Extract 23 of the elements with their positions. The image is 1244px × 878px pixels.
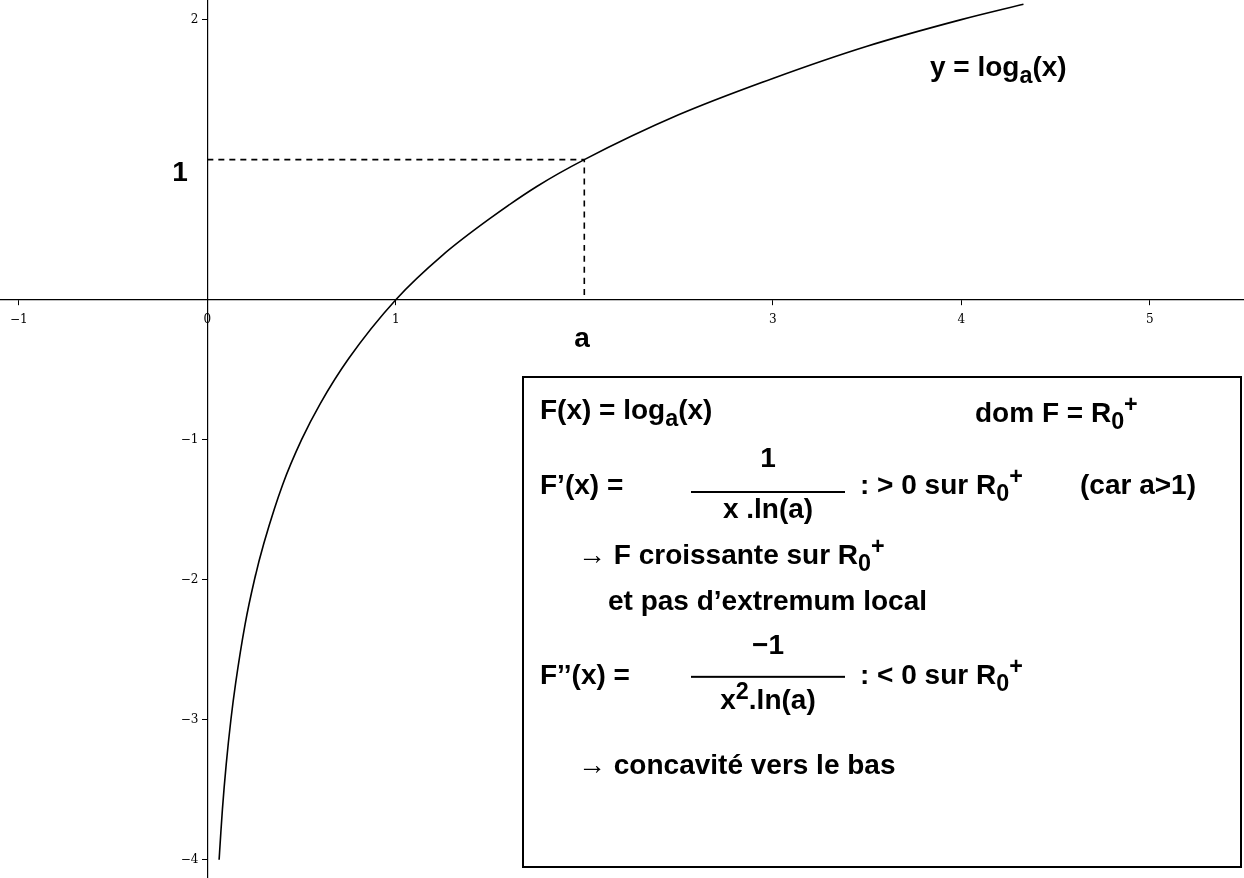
annotation: x .ln(a): [691, 491, 845, 525]
x-tick-label: 5: [1145, 311, 1154, 326]
x-tick-label: 1: [392, 311, 400, 326]
x-tick-label: 3: [768, 311, 777, 326]
y-tick-label: 2: [190, 11, 199, 26]
annotation: 1: [172, 156, 188, 188]
y-tick-label: −2: [180, 571, 199, 586]
annotation: (car a>1): [1080, 469, 1196, 501]
y-tick-label: −1: [180, 431, 199, 446]
annotation: y = log$_{a}$(x): [930, 51, 1067, 89]
x-tick-label: −1: [10, 311, 28, 326]
annotation: → concavité vers le bas: [578, 749, 896, 781]
y-tick-label: −4: [180, 851, 199, 866]
annotation: F’’(x) =: [540, 659, 630, 691]
annotation: x$^{2}$.ln(a): [691, 675, 845, 717]
annotation: F’(x) =: [540, 469, 624, 501]
annotation: −1: [752, 629, 784, 661]
annotation: a: [574, 322, 590, 354]
x-tick-label: 4: [957, 311, 966, 326]
y-tick-label: −3: [180, 711, 199, 726]
annotation: 1: [760, 442, 776, 474]
annotation: F(x) = log$_{a}$(x): [540, 394, 713, 432]
annotation: et pas d’extremum local: [608, 585, 928, 617]
